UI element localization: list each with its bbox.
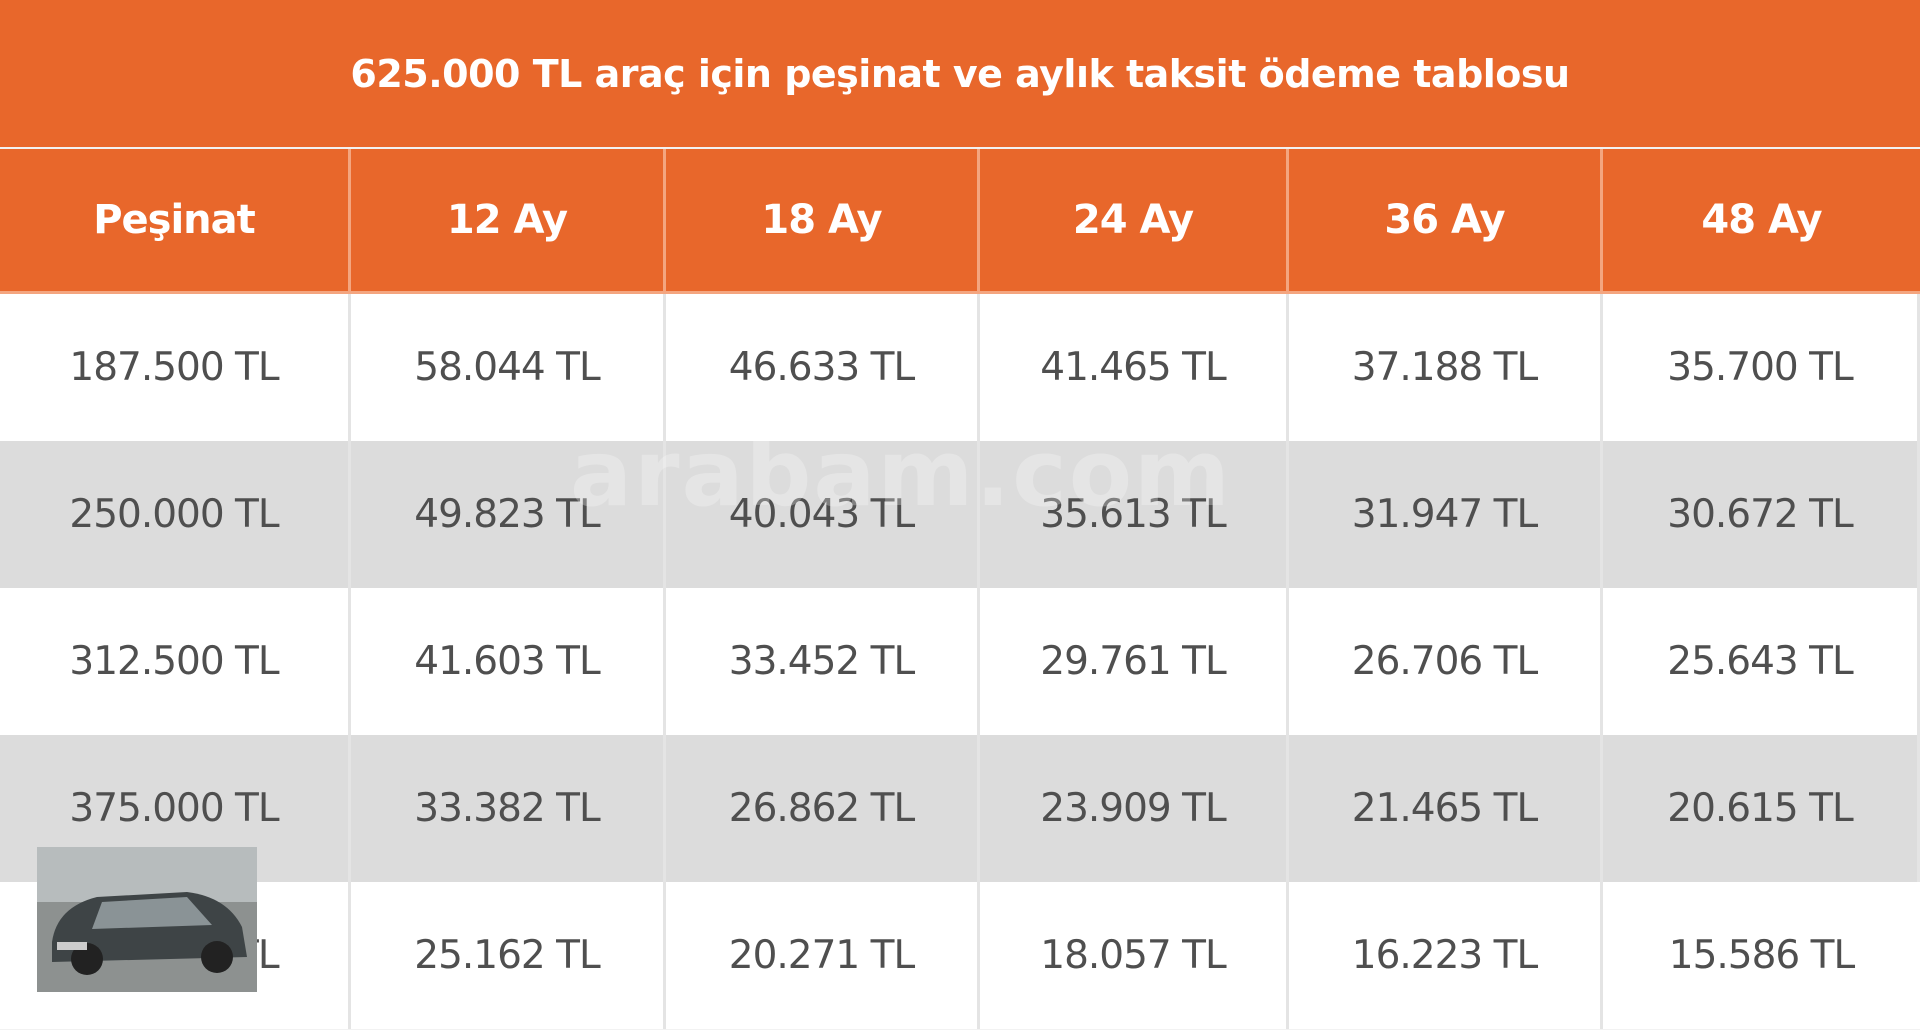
table-cell: 30.672 TL (1603, 441, 1920, 588)
table-cell: 250.000 TL (0, 441, 351, 588)
table-cell: 35.613 TL (980, 441, 1289, 588)
table-cell: 35.700 TL (1603, 294, 1920, 441)
table-cell: 18.057 TL (980, 882, 1289, 1029)
table-cell: 187.500 TL (0, 294, 351, 441)
table-cell: 41.603 TL (351, 588, 666, 735)
payment-table: Peşinat 12 Ay 18 Ay 24 Ay 36 Ay 48 Ay 187.500 … (0, 149, 1920, 1030)
table-cell: 33.382 TL (351, 735, 666, 882)
column-header: 24 Ay (980, 149, 1289, 294)
table-cell: 16.223 TL (1289, 882, 1603, 1029)
table-cell: 26.706 TL (1289, 588, 1603, 735)
table-cell: 31.947 TL (1289, 441, 1603, 588)
column-header: 18 Ay (666, 149, 980, 294)
table-cell: 23.909 TL (980, 735, 1289, 882)
table-cell: 41.465 TL (980, 294, 1289, 441)
table-cell: 26.862 TL (666, 735, 980, 882)
table-title: 625.000 TL araç için peşinat ve aylık ta… (0, 0, 1920, 147)
table-cell: 312.500 TL (0, 588, 351, 735)
table-cell: 29.761 TL (980, 588, 1289, 735)
table-cell: 20.615 TL (1603, 735, 1920, 882)
table-cell: 49.823 TL (351, 441, 666, 588)
watermark: arabam.com (570, 420, 1232, 527)
table-cell: 46.633 TL (666, 294, 980, 441)
column-header: 12 Ay (351, 149, 666, 294)
table-cell: 375.000 TL (0, 735, 351, 882)
table-cell: 58.044 TL (351, 294, 666, 441)
table-cell: 37.188 TL (1289, 294, 1603, 441)
table-cell: 33.452 TL (666, 588, 980, 735)
column-header: 36 Ay (1289, 149, 1603, 294)
car-thumbnail (37, 847, 257, 992)
column-header: 48 Ay (1603, 149, 1920, 294)
table-cell: 25.162 TL (351, 882, 666, 1029)
table-cell: 21.465 TL (1289, 735, 1603, 882)
table-cell: 15.586 TL (1603, 882, 1920, 1029)
table-cell: 20.271 TL (666, 882, 980, 1029)
table-cell: 40.043 TL (666, 441, 980, 588)
column-header: Peşinat (0, 149, 351, 294)
table-cell: 25.643 TL (1603, 588, 1920, 735)
